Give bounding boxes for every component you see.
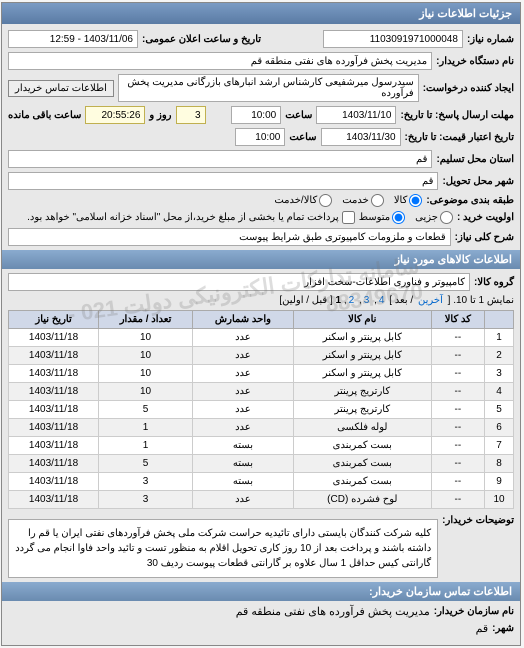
pager: نمایش 1 تا 10. [ آخرین / بعد ] 4, 3, 2, …	[9, 295, 515, 306]
table-row: 7--بست کمربندیبسته11403/11/18	[10, 437, 515, 455]
col-header: واحد شمارش	[194, 311, 295, 329]
notes-label: توضیحات خریدار:	[443, 515, 515, 526]
province-field: قم	[9, 150, 433, 168]
radio-mid[interactable]: متوسط	[360, 211, 406, 224]
valid-time: 10:00	[236, 128, 286, 146]
priority-radio-group: جزیی متوسط	[360, 211, 454, 224]
remain-label: ساعت باقی مانده	[9, 110, 82, 121]
table-row: 3--کابل پرینتر و اسکنرعدد101403/11/18	[10, 365, 515, 383]
valid-date: 1403/11/30	[322, 128, 402, 146]
footer-city: قم	[477, 622, 490, 635]
requester-field: سیدرسول میرشفیعی کارشناس ارشد انبارهای ب…	[119, 74, 420, 102]
table-row: 4--کارتریج پرینترعدد101403/11/18	[10, 383, 515, 401]
col-header: تعداد / مقدار	[100, 311, 194, 329]
city-field: قم	[9, 172, 439, 190]
table-row: 9--بست کمربندیبسته31403/11/18	[10, 473, 515, 491]
radio-goods[interactable]: کالا	[395, 194, 424, 207]
items-section-title: اطلاعات کالاهای مورد نیاز	[3, 250, 521, 269]
pager-last[interactable]: آخرین	[419, 295, 444, 306]
subject-field: قطعات و ملزومات کامپیوتری طبق شرایط پیوس…	[9, 228, 452, 246]
buyer-org-field: مدیریت پخش فرآورده های نفتی منطقه قم	[9, 52, 433, 70]
radio-goods-input[interactable]	[410, 194, 423, 207]
requester-label: ایجاد کننده درخواست:	[424, 83, 515, 94]
radio-part[interactable]: جزیی	[416, 211, 454, 224]
radio-service[interactable]: خدمت	[343, 194, 385, 207]
treasury-checkbox-input[interactable]	[343, 211, 356, 224]
type-radio-group: کالا خدمت کالا/خدمت	[275, 194, 423, 207]
deadline-date: 1403/11/10	[317, 106, 397, 124]
col-header: نام کالا	[294, 311, 432, 329]
pager-page[interactable]: 3	[365, 295, 371, 306]
treasury-checkbox[interactable]: پرداخت تمام یا بخشی از مبلغ خرید،از محل …	[28, 211, 356, 224]
col-header	[486, 311, 515, 329]
panel-title: جزئیات اطلاعات نیاز	[3, 3, 521, 24]
radio-part-input[interactable]	[441, 211, 454, 224]
radio-service-input[interactable]	[372, 194, 385, 207]
table-row: 1--کابل پرینتر و اسکنرعدد101403/11/18	[10, 329, 515, 347]
table-row: 8--بست کمربندیبسته51403/11/18	[10, 455, 515, 473]
group-field: کامپیوتر و فناوری اطلاعات-سخت افزار	[9, 273, 471, 291]
table-row: 5--کارتریج پرینترعدد51403/11/18	[10, 401, 515, 419]
pub-label: تاریخ و ساعت اعلان عمومی:	[143, 34, 262, 45]
radio-mid-input[interactable]	[393, 211, 406, 224]
col-header: تاریخ نیاز	[10, 311, 100, 329]
priority-label: اولویت خرید :	[458, 212, 515, 223]
pager-page[interactable]: 2	[350, 295, 356, 306]
col-header: کد کالا	[432, 311, 485, 329]
contact-button[interactable]: اطلاعات تماس خریدار	[9, 80, 115, 97]
req-no-field: 1103091971000048	[324, 30, 464, 48]
time-label-1: ساعت	[286, 110, 313, 121]
radio-both-input[interactable]	[320, 194, 333, 207]
buyer-org-label: نام دستگاه خریدار:	[437, 56, 515, 67]
province-label: استان محل تسلیم:	[437, 154, 515, 165]
group-label: گروه کالا:	[475, 277, 515, 288]
city-label: شهر محل تحویل:	[443, 176, 515, 187]
pub-field: 1403/11/06 - 12:59	[9, 30, 139, 48]
days-field: 3	[177, 106, 207, 124]
footer-org: مدیریت پخش فرآورده های نفتی منطقه قم	[237, 605, 431, 618]
subject-label: شرح کلی نیاز:	[456, 232, 515, 243]
remain-field: 20:55:26	[86, 106, 146, 124]
deadline-label: مهلت ارسال پاسخ: تا تاریخ:	[401, 110, 515, 121]
budget-label: طبقه بندی موضوعی:	[427, 195, 515, 206]
radio-both[interactable]: کالا/خدمت	[275, 194, 333, 207]
table-row: 6--لوله فلکسیعدد11403/11/18	[10, 419, 515, 437]
req-no-label: شماره نیاز:	[468, 34, 515, 45]
notes-text: کلیه شرکت کنندگان بایستی دارای تائیدیه ح…	[9, 519, 439, 578]
deadline-time: 10:00	[232, 106, 282, 124]
footer-org-label: نام سازمان خریدار:	[435, 606, 515, 617]
footer-city-label: شهر:	[493, 623, 515, 634]
table-row: 2--کابل پرینتر و اسکنرعدد101403/11/18	[10, 347, 515, 365]
days-label: روز و	[150, 110, 172, 121]
footer-section-title: اطلاعات تماس سازمان خریدار:	[3, 582, 521, 601]
items-table: کد کالانام کالاواحد شمارشتعداد / مقدارتا…	[9, 310, 515, 509]
pager-page[interactable]: 4	[380, 295, 386, 306]
table-row: 10--لوح فشرده (CD)عدد31403/11/18	[10, 491, 515, 509]
valid-label: تاریخ اعتبار قیمت: تا تاریخ:	[406, 132, 515, 143]
time-label-2: ساعت	[290, 132, 317, 143]
